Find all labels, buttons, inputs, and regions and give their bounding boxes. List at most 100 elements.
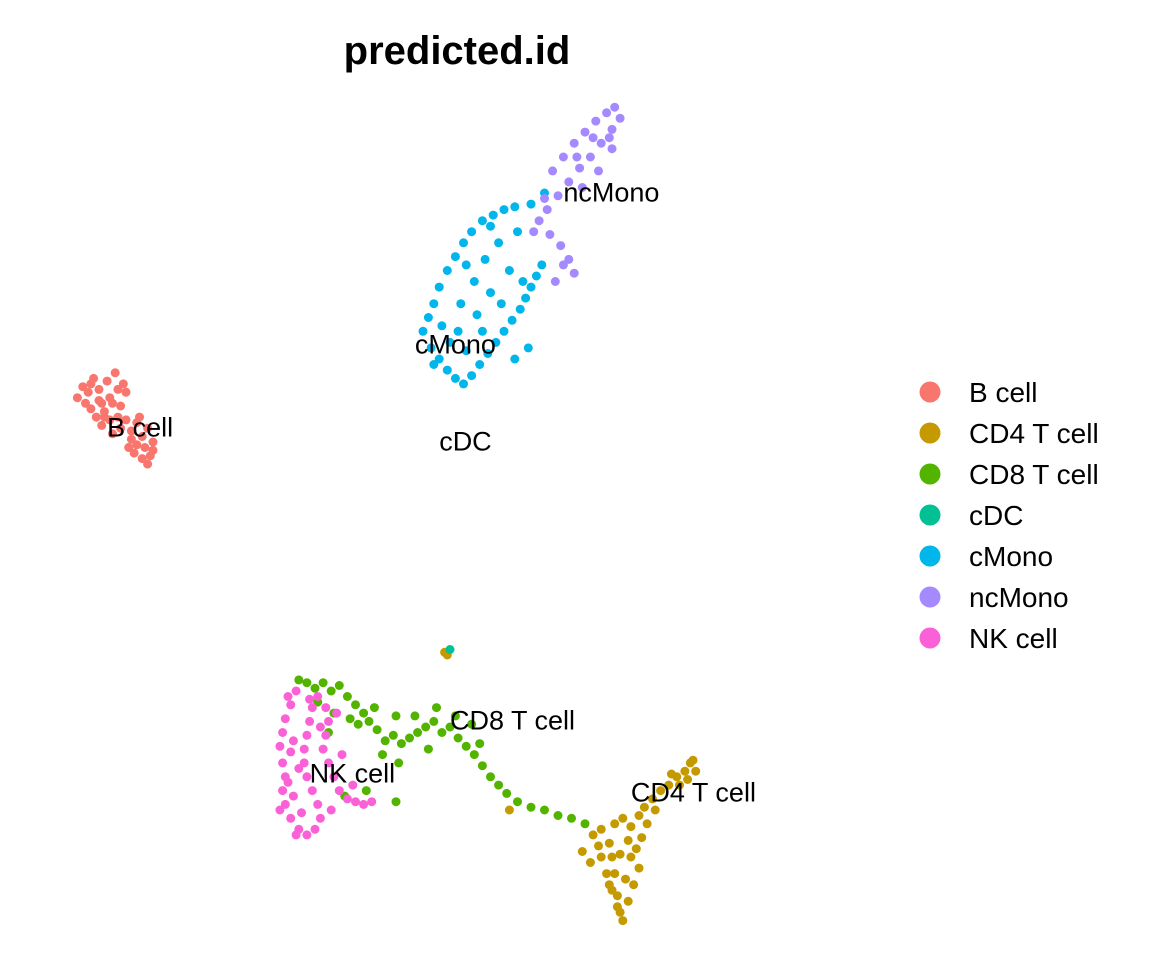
point-cd8-t-cell (421, 722, 431, 732)
legend-label-cd4-t-cell: CD4 T cell (969, 418, 1099, 449)
point-cd4-t-cell (610, 869, 620, 879)
point-cd8-t-cell (391, 711, 401, 721)
point-cd8-t-cell (580, 819, 590, 829)
point-nk-cell (367, 797, 377, 807)
point-cd8-t-cell (394, 758, 404, 768)
point-cd8-t-cell (326, 686, 336, 696)
legend-label-b-cell: B cell (969, 377, 1037, 408)
point-cd8-t-cell (553, 811, 563, 820)
point-cd8-t-cell (380, 736, 390, 746)
point-cd8-t-cell (294, 675, 304, 685)
point-cd4-t-cell (648, 794, 657, 804)
point-cd4-t-cell (607, 852, 617, 862)
point-cd4-t-cell (629, 880, 639, 890)
point-cmono (475, 360, 485, 369)
point-cd8-t-cell (388, 730, 398, 740)
point-nk-cell (329, 772, 339, 782)
point-b-cell (105, 393, 115, 403)
point-ncmono (577, 183, 587, 192)
legend-key-cd8-t-cell (919, 463, 941, 485)
point-cd8-t-cell (475, 739, 485, 749)
point-nk-cell (326, 805, 336, 815)
point-cd8-t-cell (432, 703, 441, 713)
point-cd8-t-cell (567, 813, 576, 823)
legend-key-cd4-t-cell (919, 422, 941, 444)
point-ncmono (534, 216, 544, 226)
point-nk-cell (324, 716, 333, 726)
point-b-cell (91, 412, 101, 422)
point-b-cell (83, 387, 93, 397)
point-cmono (472, 310, 482, 320)
point-cmono (488, 210, 498, 220)
point-cmono (477, 216, 487, 226)
point-nk-cell (302, 830, 312, 840)
point-cd4-t-cell (604, 838, 614, 848)
point-ncmono (540, 194, 549, 203)
point-ncmono (575, 163, 585, 173)
point-cd8-t-cell (334, 681, 344, 690)
point-ncmono (545, 230, 555, 239)
point-nk-cell (313, 799, 323, 809)
point-b-cell (116, 401, 126, 411)
point-cmono (526, 282, 536, 292)
point-b-cell (108, 429, 117, 439)
point-ncmono (550, 277, 560, 286)
point-cmono (515, 304, 525, 314)
point-b-cell (118, 379, 128, 389)
point-nk-cell (286, 813, 296, 823)
cluster-label-cdc: cDC (439, 426, 492, 456)
point-cmono (480, 254, 490, 264)
point-cmono (437, 321, 447, 331)
point-cmono (461, 346, 471, 356)
point-ncmono (558, 152, 568, 162)
point-cd8-t-cell (342, 692, 352, 701)
point-cd8-t-cell (513, 797, 522, 807)
point-b-cell (126, 434, 136, 444)
point-cd8-t-cell (361, 786, 371, 796)
legend-key-cdc (919, 504, 941, 526)
point-cd4-t-cell (664, 780, 674, 790)
point-nk-cell (286, 700, 296, 710)
point-b-cell (126, 426, 136, 436)
point-cmono (537, 260, 547, 270)
legend-label-cdc: cDC (969, 500, 1023, 531)
point-nk-cell (332, 708, 342, 718)
point-ncmono (610, 102, 620, 112)
point-cd4-t-cell (602, 869, 612, 879)
point-ncmono (553, 191, 563, 201)
point-cd8-t-cell (302, 678, 312, 688)
point-nk-cell (307, 786, 317, 796)
point-b-cell (116, 423, 126, 433)
point-nk-cell (299, 758, 309, 768)
point-cd8-t-cell (461, 741, 471, 751)
point-cd4-t-cell (634, 811, 644, 820)
point-ncmono (558, 260, 568, 270)
point-cd8-t-cell (345, 714, 355, 724)
point-cmono (442, 365, 452, 375)
point-b-cell (94, 396, 104, 405)
point-cmono (426, 343, 436, 353)
series-b-cell (72, 368, 158, 469)
point-nk-cell (278, 758, 288, 768)
point-cd4-t-cell (621, 874, 630, 884)
point-ncmono (564, 254, 574, 264)
cluster-label-cd4-t-cell: CD4 T cell (631, 778, 756, 808)
point-cd4-t-cell (626, 822, 636, 832)
point-cmono (442, 266, 452, 275)
legend-label-cmono: cMono (969, 541, 1053, 572)
point-nk-cell (315, 813, 325, 823)
point-b-cell (124, 443, 134, 452)
point-nk-cell (313, 692, 323, 701)
point-b-cell (94, 384, 104, 394)
point-cmono (467, 227, 477, 237)
point-nk-cell (337, 750, 347, 760)
point-cd8-t-cell (437, 728, 447, 737)
point-cd8-t-cell (410, 711, 420, 721)
point-b-cell (110, 368, 120, 378)
point-cd8-t-cell (429, 716, 439, 726)
point-cd8-t-cell (494, 780, 504, 790)
point-ncmono (542, 205, 552, 215)
point-ncmono (580, 127, 590, 137)
points-layer (72, 102, 701, 926)
point-b-cell (86, 379, 96, 389)
